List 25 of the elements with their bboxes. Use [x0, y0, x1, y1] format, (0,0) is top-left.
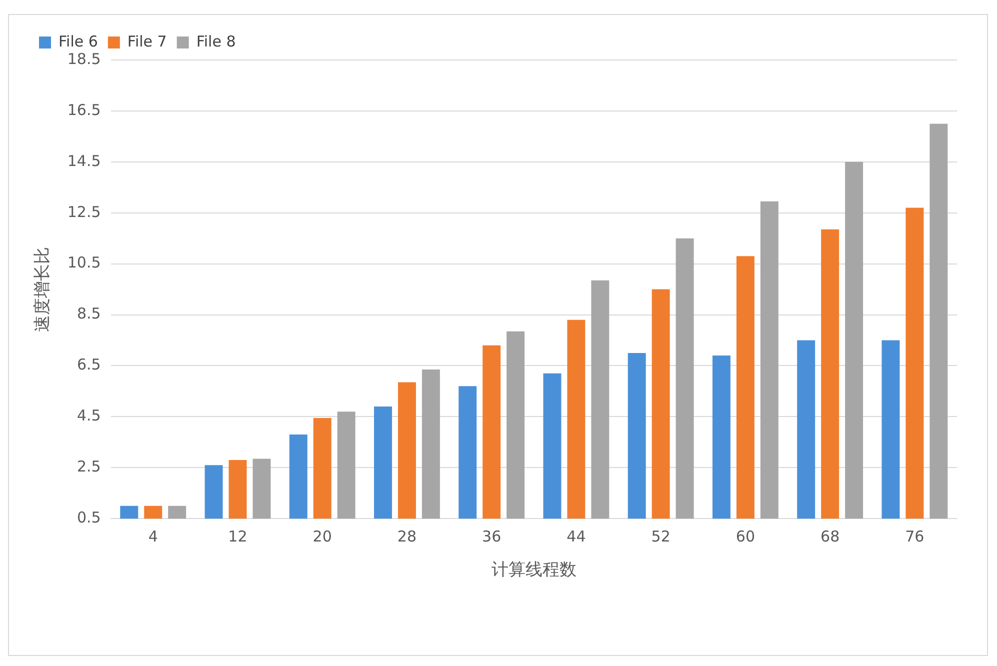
- x-tick-label: 28: [397, 527, 417, 546]
- y-tick-label: 12.5: [67, 202, 101, 221]
- x-tick-label: 20: [312, 527, 332, 546]
- y-tick-label: 8.5: [76, 304, 101, 323]
- y-axis-title: 速度增长比: [32, 246, 53, 332]
- x-tick-label: 4: [148, 527, 158, 546]
- x-tick-label: 44: [566, 527, 586, 546]
- x-tick-label: 76: [905, 527, 924, 546]
- x-tick-label: 52: [651, 527, 670, 546]
- y-tick-label: 6.5: [76, 356, 101, 374]
- y-tick-label: 4.5: [76, 406, 101, 425]
- x-tick-label: 60: [736, 527, 755, 546]
- y-tick-label: 14.5: [67, 152, 101, 170]
- y-tick-label: 18.5: [67, 50, 101, 68]
- legend-label: File 6: [58, 32, 98, 50]
- y-tick-label: 2.5: [76, 458, 101, 476]
- y-tick-label: 16.5: [67, 100, 101, 119]
- legend-label: File 7: [127, 32, 167, 50]
- x-tick-label: 36: [482, 527, 502, 546]
- x-tick-label: 12: [228, 527, 248, 546]
- x-tick-label: 68: [820, 527, 840, 546]
- y-tick-label: 0.5: [76, 508, 101, 526]
- legend-label: File 8: [196, 32, 236, 50]
- y-tick-label: 10.5: [67, 254, 101, 272]
- x-axis-title: 计算线程数: [491, 560, 576, 580]
